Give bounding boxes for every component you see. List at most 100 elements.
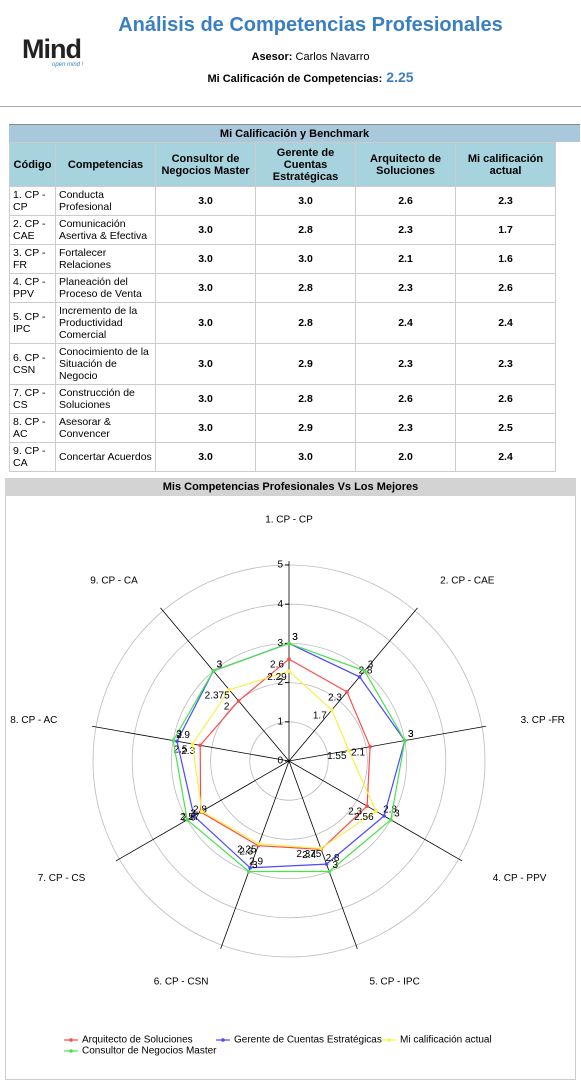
chart-title: Mis Competencias Profesionales Vs Los Me… — [5, 478, 576, 496]
data-label: 2.3 — [348, 807, 362, 818]
text-cell: Comunicación Asertiva & Efectiva — [55, 215, 156, 245]
table-body: 1. CP - CP Conducta Profesional 3.0 3.0 2.6 2… — [9, 186, 556, 472]
data-point — [171, 738, 175, 743]
score-cell: 2.3 — [355, 413, 456, 443]
r-tick-label: 4 — [277, 599, 283, 610]
score: Mi Calificación de Competencias: 2.25 — [0, 69, 581, 85]
score-cell: 3.0 — [155, 343, 256, 385]
legend-marker — [69, 1038, 73, 1042]
table-row: 6. CP - CSN Conocimiento de la Situación … — [9, 343, 556, 385]
axis-line — [288, 725, 486, 762]
r-tick-label: 5 — [277, 560, 283, 571]
text-cell: Incremento de la Productividad Comercial — [55, 302, 156, 344]
text-cell: 2. CP - CAE — [9, 215, 56, 245]
axis-label: 5. CP - IPC — [369, 977, 419, 988]
axis-label: 2. CP - CAE — [440, 575, 495, 586]
data-label: 2.29 — [267, 672, 287, 683]
axis-line — [92, 725, 290, 762]
data-label: 2.8 — [193, 805, 207, 816]
legend-label: Consultor de Negocios Master — [82, 1046, 217, 1057]
score-cell: 2.1 — [355, 244, 456, 274]
table-row: 4. CP - PPV Planeación del Proceso de Ven… — [9, 273, 556, 303]
separator — [0, 106, 581, 107]
score-cell: 2.0 — [355, 442, 456, 472]
data-point — [185, 818, 189, 822]
axis-label: 8. CP - AC — [10, 715, 57, 726]
axis-label: 1. CP - CP — [265, 514, 313, 525]
axis-label: 4. CP - PPV — [493, 873, 547, 884]
data-label: 1.55 — [327, 751, 347, 762]
score-cell: 3.0 — [155, 186, 256, 216]
data-label: 2.8 — [326, 853, 340, 864]
data-point — [248, 866, 252, 870]
advisor: Asesor: Carlos Navarro — [0, 51, 581, 63]
data-point — [319, 846, 323, 851]
data-label: 2.9 — [176, 730, 190, 741]
table-row: 8. CP - AC Asesorar & Convencer 3.0 2.9 2.3 2… — [9, 413, 556, 443]
data-label: 3 — [408, 729, 414, 740]
data-label: 2.57 — [180, 812, 200, 823]
data-point — [365, 804, 369, 808]
advisor-name: Carlos Navarro — [295, 51, 370, 63]
data-point — [362, 669, 367, 673]
data-label: 2.375 — [205, 690, 230, 701]
data-label: 1.7 — [313, 711, 327, 722]
series-line — [172, 642, 406, 873]
data-point — [199, 809, 204, 814]
data-label: 3 — [408, 729, 414, 740]
data-label: 2.1 — [351, 747, 365, 758]
score-cell: 3.0 — [155, 442, 256, 472]
text-cell: 9. CP - CA — [9, 442, 56, 472]
data-label: 3 — [394, 808, 400, 819]
data-label: 2 — [224, 702, 230, 713]
data-label: 2.8 — [383, 805, 397, 816]
legend-label: Gerente de Cuentas Estratégicas — [234, 1035, 382, 1046]
score-cell: 3.0 — [255, 244, 356, 274]
column-header: Gerente de Cuentas Estratégicas — [255, 142, 356, 187]
data-point — [211, 669, 216, 673]
score-cell: 3.0 — [255, 442, 356, 472]
data-label: 3 — [190, 808, 196, 819]
data-label: 3 — [217, 660, 223, 671]
data-point — [357, 675, 362, 679]
text-cell: Conocimiento de la Situación de Negocio — [55, 343, 156, 385]
data-label: 3 — [292, 632, 298, 643]
data-point — [246, 869, 251, 874]
text-cell: 3. CP - FR — [9, 244, 56, 274]
logo-text: Mind — [22, 34, 82, 64]
score-cell: 2.8 — [255, 215, 356, 245]
score-cell: 2.4 — [455, 442, 556, 472]
data-point — [347, 748, 351, 753]
table-row: 9. CP - CA Concertar Acuerdos 3.0 3.0 2.0 2.4 — [9, 442, 556, 472]
data-point — [327, 869, 332, 874]
score-cell: 2.6 — [355, 384, 456, 414]
data-label: 3 — [332, 860, 338, 871]
data-point — [374, 809, 378, 813]
data-point — [287, 641, 291, 646]
series-line — [199, 658, 371, 851]
text-cell: Concertar Acuerdos — [55, 442, 156, 472]
data-point — [368, 744, 372, 749]
data-point — [287, 657, 291, 661]
data-label: 2.3 — [239, 846, 253, 857]
text-cell: 1. CP - CP — [9, 186, 56, 216]
column-header: Mi calificación actual — [455, 142, 556, 187]
table-row: 1. CP - CP Conducta Profesional 3.0 3.0 2.6 2… — [9, 186, 556, 216]
table-row: 7. CP - CS Construcción de Soluciones 3.0 2… — [9, 384, 556, 414]
score-cell: 3.0 — [155, 215, 256, 245]
data-label: 2.4 — [302, 850, 316, 861]
axis-label: 7. CP - CS — [38, 873, 86, 884]
score-cell: 2.6 — [455, 273, 556, 303]
logo: Mind open mind ! — [22, 34, 83, 68]
score-value: 2.25 — [386, 69, 414, 85]
legend-marker — [221, 1038, 225, 1042]
logo-tagline: open mind ! — [52, 62, 84, 68]
axis-label: 3. CP -FR — [521, 715, 565, 726]
score-cell: 2.6 — [455, 384, 556, 414]
score-cell: 2.4 — [355, 302, 456, 344]
data-label: 2.6 — [270, 660, 284, 671]
data-point — [287, 669, 291, 674]
data-label: 3 — [368, 660, 374, 671]
